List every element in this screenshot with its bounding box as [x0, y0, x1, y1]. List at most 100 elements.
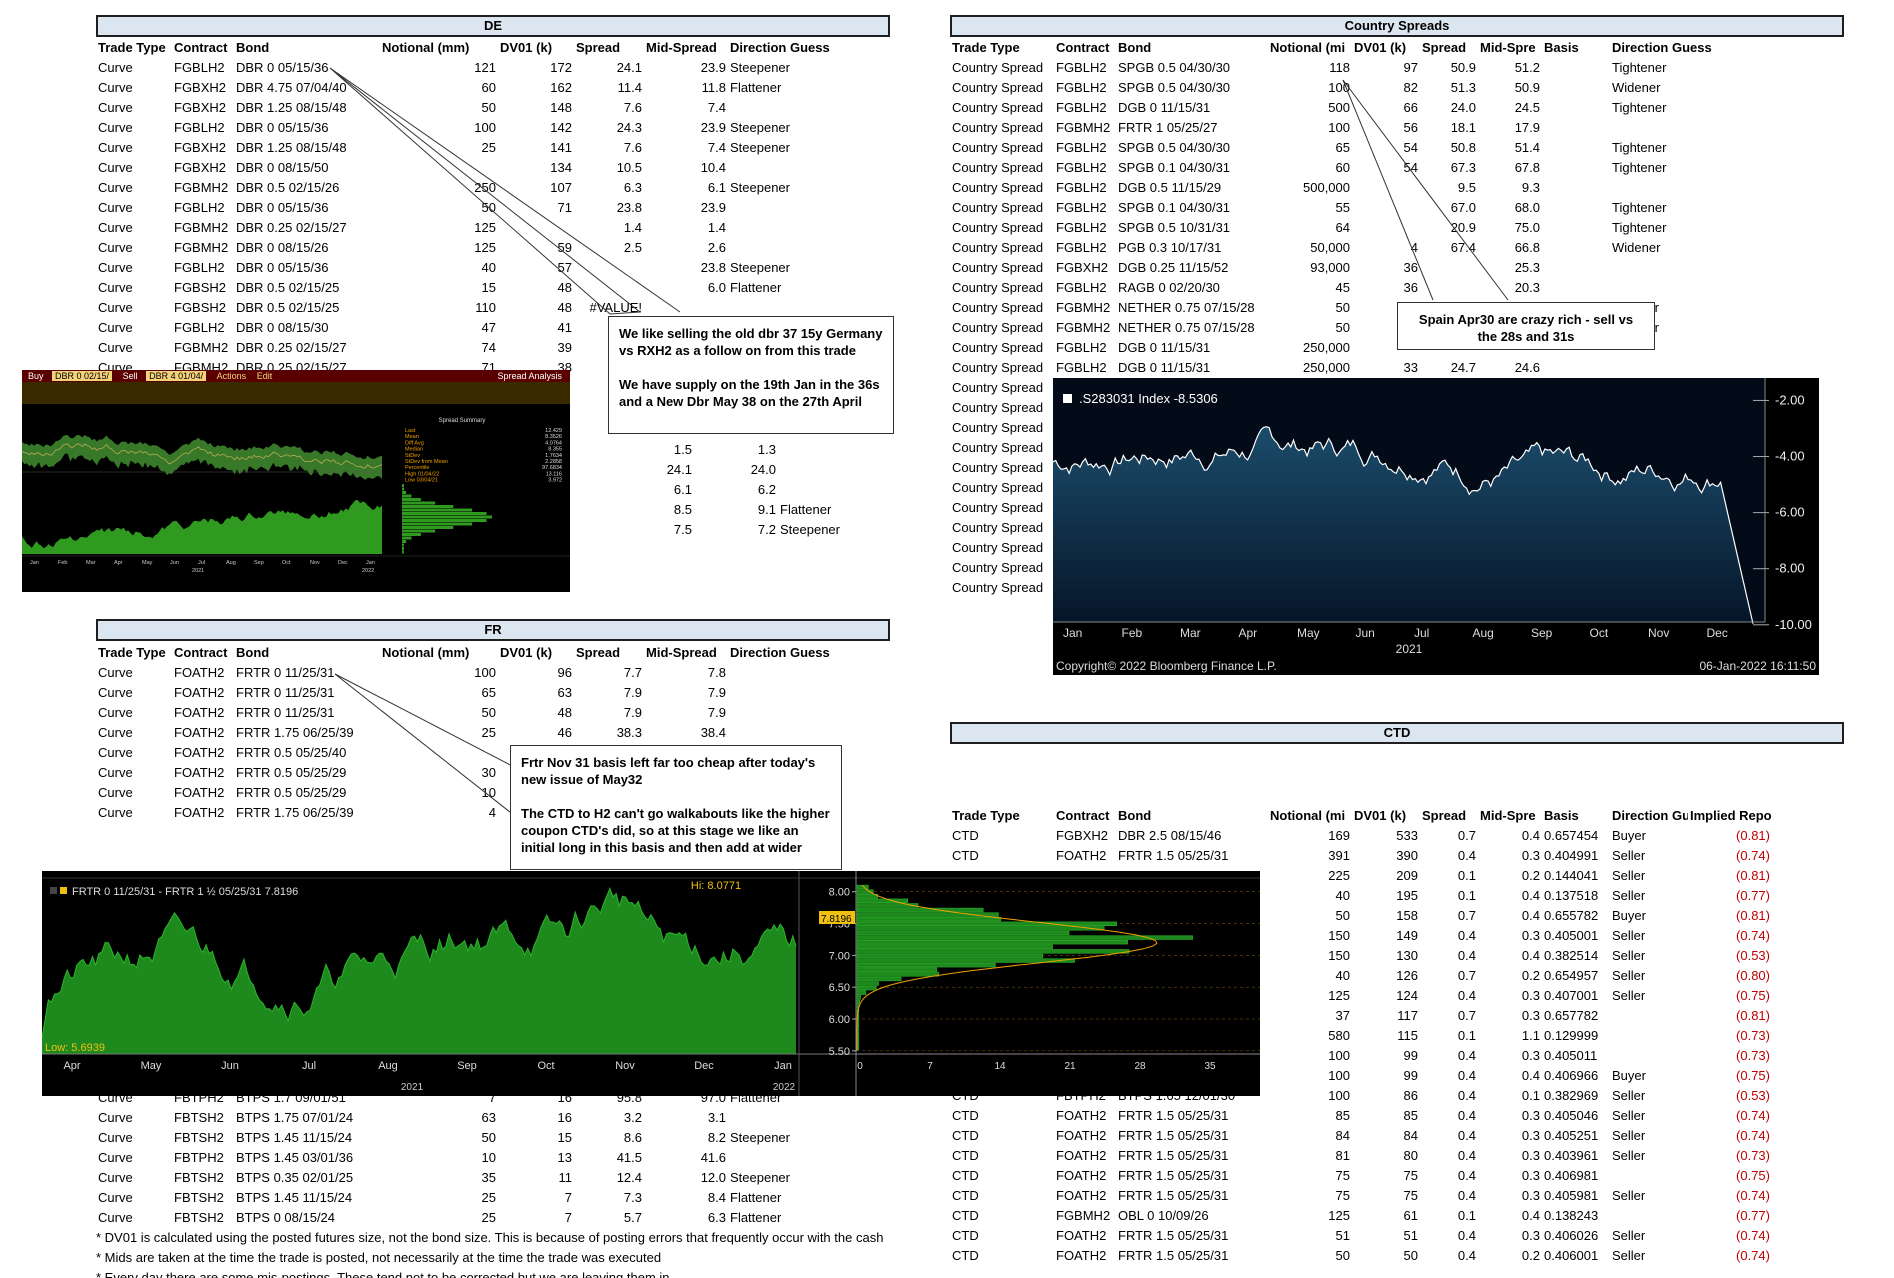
- table-cell[interactable]: Steepener: [730, 60, 790, 75]
- table-cell[interactable]: FOATH2: [1056, 1248, 1107, 1263]
- table-cell[interactable]: 1.4: [623, 220, 642, 235]
- table-cell[interactable]: (0.81): [1736, 828, 1770, 843]
- table-cell[interactable]: 0.1: [1521, 1088, 1540, 1103]
- table-cell[interactable]: 141: [550, 140, 572, 155]
- table-cell[interactable]: FBTPH2: [174, 1150, 224, 1165]
- table-cell[interactable]: 0.144041: [1544, 868, 1599, 883]
- table-cell[interactable]: [1610, 358, 1734, 378]
- table-cell[interactable]: 35: [481, 1170, 496, 1185]
- table-cell[interactable]: 0.4: [1457, 1228, 1476, 1243]
- table-cell[interactable]: [728, 98, 842, 118]
- table-cell[interactable]: Country Spread: [952, 260, 1044, 275]
- table-cell[interactable]: Steepener: [730, 1130, 790, 1145]
- table-cell[interactable]: 8.6: [623, 1130, 642, 1145]
- table-cell[interactable]: FBTSH2: [174, 1130, 224, 1145]
- table-cell[interactable]: 0.1: [1457, 888, 1476, 903]
- table-cell[interactable]: 118: [1329, 60, 1350, 75]
- table-cell[interactable]: Curve: [98, 745, 133, 760]
- table-cell[interactable]: 2.6: [707, 240, 726, 255]
- table-cell[interactable]: FRTR 0 11/25/31: [236, 705, 335, 720]
- table-cell[interactable]: 75: [1335, 1188, 1350, 1203]
- table-cell[interactable]: (0.75): [1736, 988, 1770, 1003]
- table-cell[interactable]: 6.3: [623, 180, 642, 195]
- table-cell[interactable]: 65: [1335, 140, 1350, 155]
- table-cell[interactable]: 0.405046: [1544, 1108, 1599, 1123]
- table-cell[interactable]: Curve: [98, 60, 133, 75]
- table-cell[interactable]: Country Spread: [952, 440, 1044, 455]
- table-cell[interactable]: 0.382969: [1544, 1088, 1599, 1103]
- table-cell[interactable]: Country Spread: [952, 300, 1044, 315]
- table-cell[interactable]: FOATH2: [1056, 1228, 1107, 1243]
- table-cell[interactable]: 50: [1335, 1248, 1350, 1263]
- table-cell[interactable]: Seller: [1612, 948, 1646, 963]
- table-cell[interactable]: 20.3: [1514, 280, 1540, 295]
- table-cell[interactable]: 67.4: [1450, 240, 1476, 255]
- table-cell[interactable]: 100: [1328, 1048, 1350, 1063]
- table-cell[interactable]: 0.4: [1521, 908, 1540, 923]
- table-cell[interactable]: (0.53): [1736, 948, 1770, 963]
- table-cell[interactable]: Country Spread: [952, 240, 1044, 255]
- table-cell[interactable]: 0.4: [1457, 848, 1476, 863]
- table-cell[interactable]: FGBLH2: [1056, 60, 1107, 75]
- table-cell[interactable]: [1610, 1046, 1688, 1066]
- table-cell[interactable]: 48: [557, 705, 572, 720]
- table-cell[interactable]: 50.9: [1514, 80, 1540, 95]
- table-cell[interactable]: 99: [1403, 1068, 1418, 1083]
- table-cell[interactable]: 0.7: [1457, 1008, 1476, 1023]
- table-cell[interactable]: 40: [1335, 888, 1350, 903]
- table-cell[interactable]: 0.3: [1521, 1148, 1540, 1163]
- table-cell[interactable]: FGBLH2: [174, 60, 225, 75]
- table-cell[interactable]: 9.3: [1521, 180, 1540, 195]
- table-cell[interactable]: FGBLH2: [174, 120, 225, 135]
- table-cell[interactable]: 1.1: [1521, 1028, 1540, 1043]
- table-cell[interactable]: [1542, 58, 1610, 78]
- table-cell[interactable]: 25: [481, 725, 496, 740]
- table-cell[interactable]: Country Spread: [952, 380, 1044, 395]
- table-cell[interactable]: CTD: [952, 848, 979, 863]
- table-cell[interactable]: Country Spread: [952, 420, 1044, 435]
- table-cell[interactable]: 0.405251: [1544, 1128, 1599, 1143]
- table-cell[interactable]: FGBLH2: [174, 200, 225, 215]
- table-cell[interactable]: 9.1: [757, 502, 776, 517]
- table-cell[interactable]: 533: [1396, 828, 1418, 843]
- table-cell[interactable]: FGBLH2: [1056, 280, 1107, 295]
- table-cell[interactable]: 6.1: [673, 482, 692, 497]
- table-cell[interactable]: [1610, 278, 1734, 298]
- table-cell[interactable]: FGBSH2: [174, 280, 227, 295]
- table-cell[interactable]: 0.405001: [1544, 928, 1599, 943]
- table-cell[interactable]: 8.2: [707, 1130, 726, 1145]
- table-cell[interactable]: [1352, 218, 1420, 238]
- table-cell[interactable]: DBR 4.75 07/04/40: [236, 80, 347, 95]
- table-cell[interactable]: 75: [1403, 1188, 1418, 1203]
- table-cell[interactable]: 0.4: [1521, 1208, 1540, 1223]
- table-cell[interactable]: [498, 218, 574, 238]
- table-cell[interactable]: Country Spread: [952, 60, 1044, 75]
- table-cell[interactable]: SPGB 0.5 10/31/31: [1118, 220, 1231, 235]
- table-cell[interactable]: FGBMH2: [1056, 320, 1111, 335]
- table-cell[interactable]: 6.2: [757, 482, 776, 497]
- table-cell[interactable]: 75: [1403, 1168, 1418, 1183]
- table-cell[interactable]: DBR 0.5 02/15/26: [236, 180, 340, 195]
- table-cell[interactable]: 0.4: [1457, 928, 1476, 943]
- table-cell[interactable]: NETHER 0.75 07/15/28: [1118, 320, 1255, 335]
- table-cell[interactable]: FRTR 1 05/25/27: [1118, 120, 1218, 135]
- table-cell[interactable]: DBR 0 05/15/36: [236, 200, 329, 215]
- table-cell[interactable]: FGBLH2: [174, 320, 225, 335]
- table-cell[interactable]: 0.3: [1521, 988, 1540, 1003]
- table-cell[interactable]: Steepener: [730, 140, 790, 155]
- table-cell[interactable]: Curve: [98, 705, 133, 720]
- table-cell[interactable]: Country Spread: [952, 320, 1044, 335]
- table-cell[interactable]: 25: [481, 1190, 496, 1205]
- table-cell[interactable]: 0.3: [1521, 848, 1540, 863]
- table-cell[interactable]: 4: [1410, 240, 1418, 255]
- table-cell[interactable]: 30: [481, 765, 496, 780]
- table-cell[interactable]: 115: [1397, 1028, 1418, 1043]
- table-cell[interactable]: [1542, 238, 1610, 258]
- table-cell[interactable]: 0.138243: [1544, 1208, 1599, 1223]
- table-cell[interactable]: Country Spread: [952, 500, 1044, 515]
- table-cell[interactable]: DBR 0.5 02/15/25: [236, 280, 340, 295]
- table-cell[interactable]: 50: [1403, 1248, 1418, 1263]
- table-cell[interactable]: Curve: [98, 100, 133, 115]
- table-cell[interactable]: 50: [1335, 908, 1350, 923]
- table-cell[interactable]: 25: [481, 140, 496, 155]
